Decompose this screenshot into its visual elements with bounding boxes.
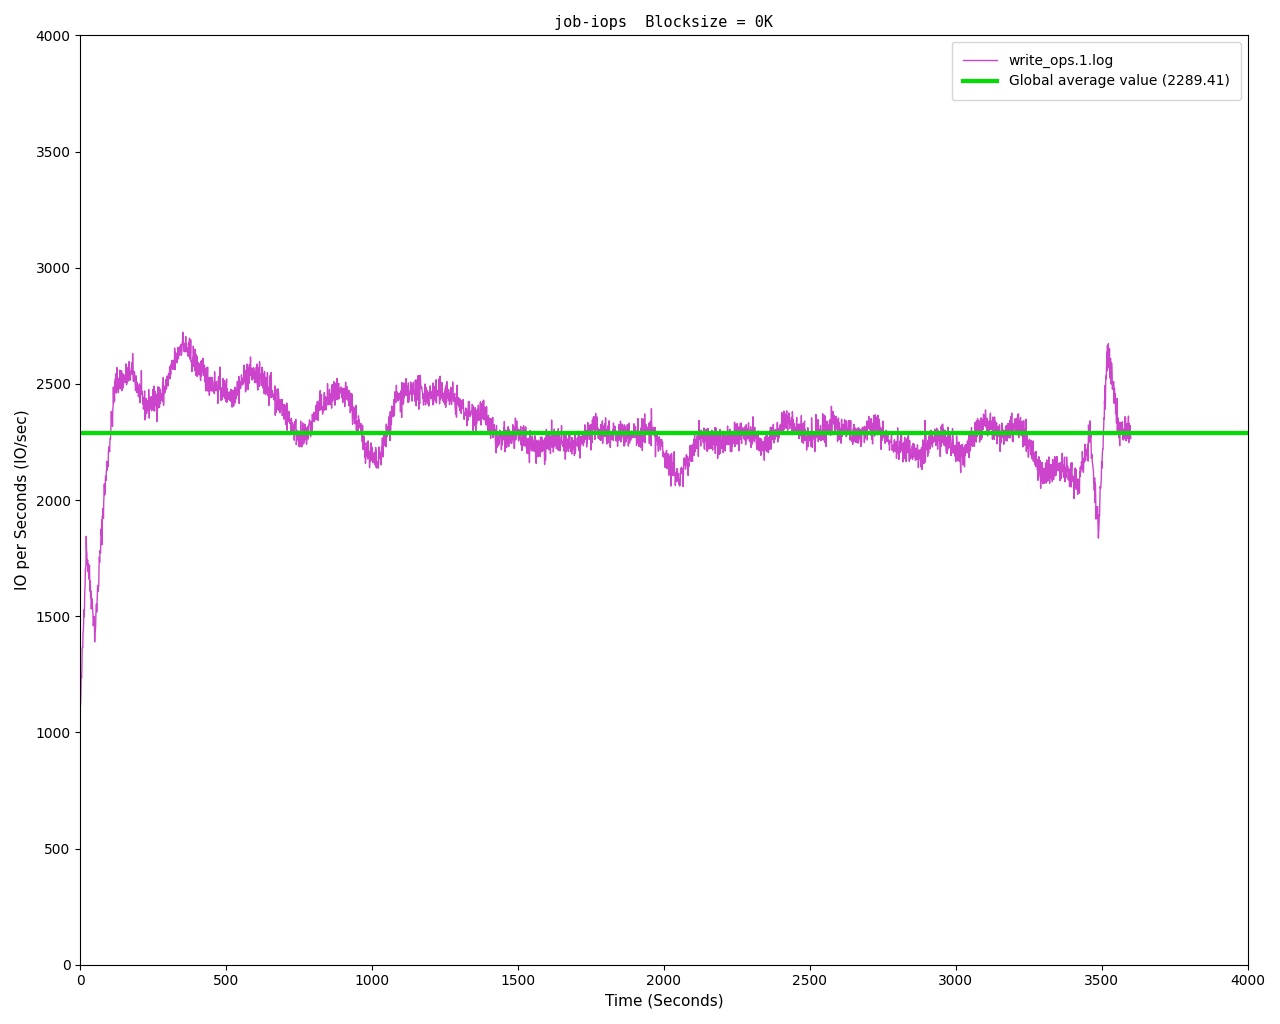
write_ops.1.log [140,408,155,420]
Line: write_ops.1.log: write_ops.1.log [81,332,1130,706]
Global average value (2289.41) [73,427,88,439]
Legend: write_ops.1.log, Global average value (2289.41): write_ops.1.log, Global average value (2… [951,42,1240,99]
write_ops.1.log [175,326,191,338]
write_ops.1.log [73,699,88,712]
Global average value (2289.41) [73,427,88,439]
write_ops.1.log [200,361,215,374]
X-axis label: Time (Seconds): Time (Seconds) [604,994,723,1009]
write_ops.1.log [198,382,214,394]
Y-axis label: IO per Seconds (IO/sec): IO per Seconds (IO/sec) [15,410,29,591]
write_ops.1.log [799,430,814,442]
write_ops.1.log [399,381,415,393]
Title: job-iops  Blocksize = 0K: job-iops Blocksize = 0K [554,15,773,30]
write_ops.1.log [884,440,900,453]
write_ops.1.log [1123,432,1138,444]
